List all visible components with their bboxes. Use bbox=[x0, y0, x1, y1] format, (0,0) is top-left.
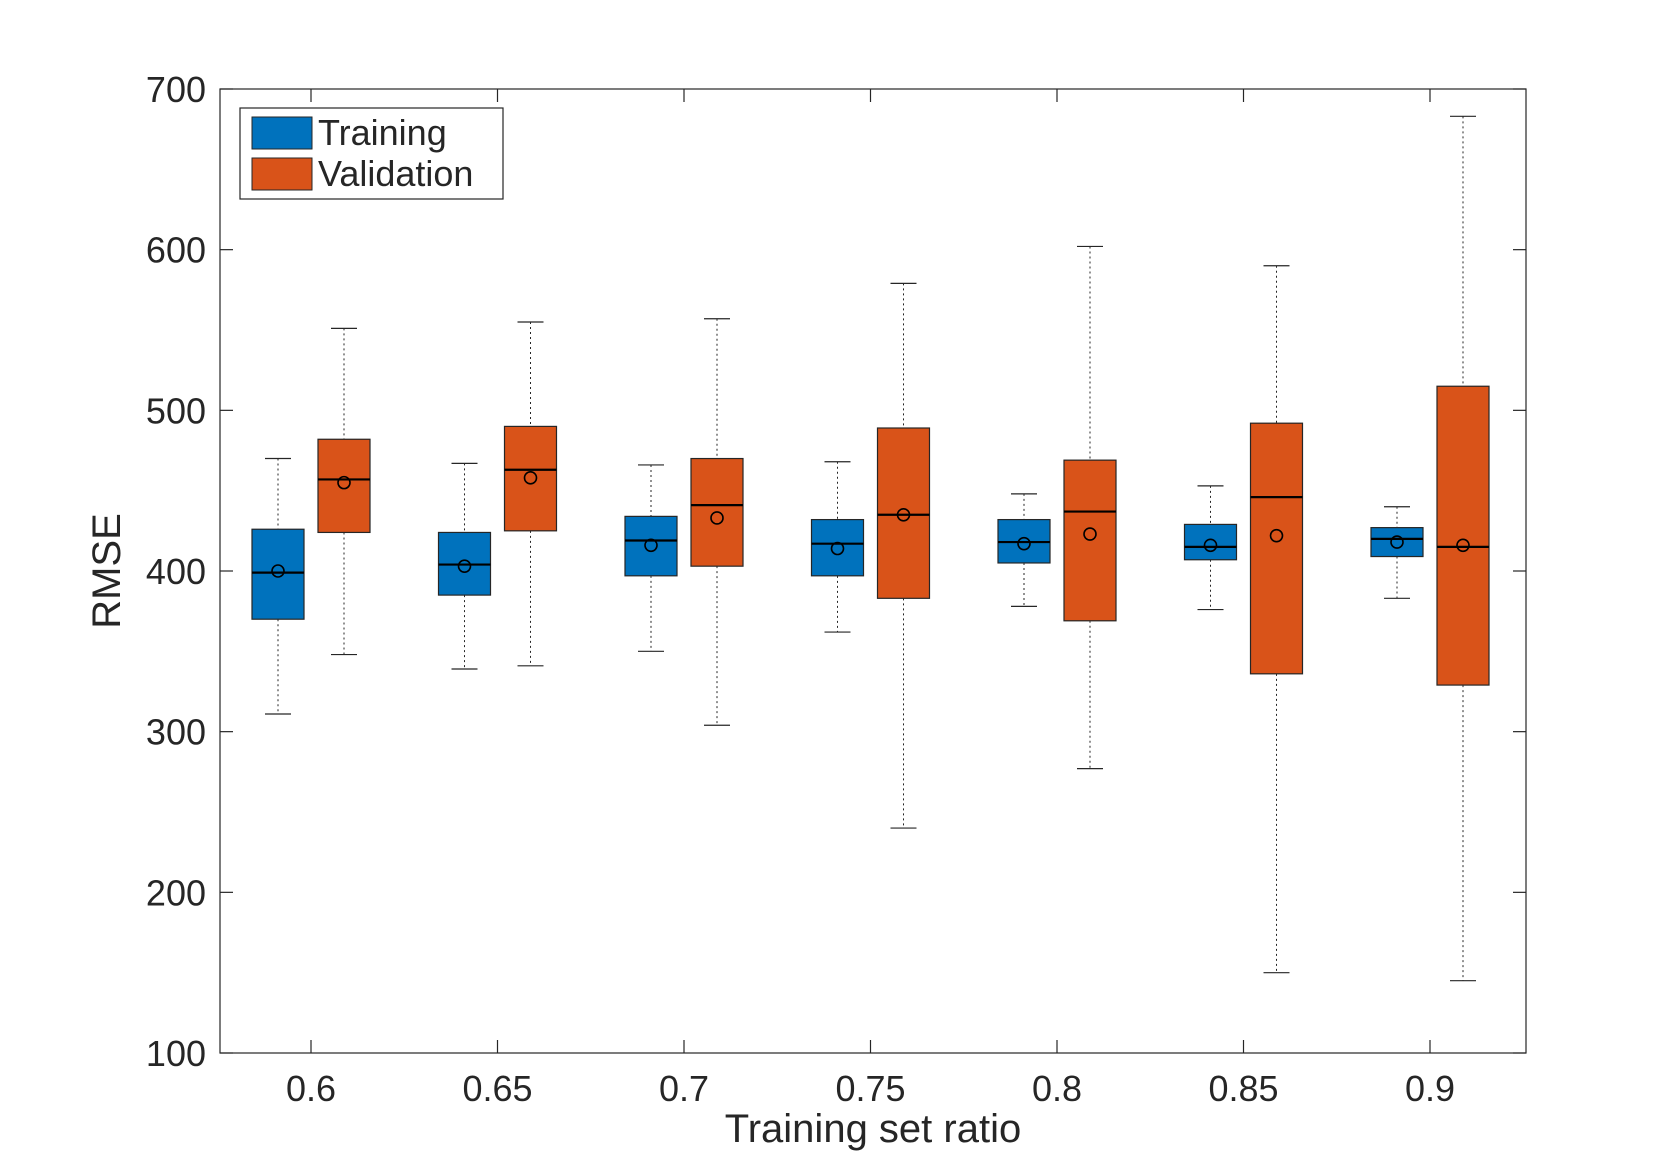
box-training-0.75 bbox=[810, 461, 865, 633]
x-axis-label: Training set ratio bbox=[725, 1107, 1021, 1151]
x-tick-label: 0.65 bbox=[462, 1068, 532, 1109]
x-tick-label: 0.6 bbox=[286, 1068, 336, 1109]
box-validation-0.8 bbox=[1063, 245, 1117, 770]
box-training-0.7 bbox=[624, 464, 678, 652]
box-body bbox=[503, 425, 558, 532]
box-body bbox=[1249, 422, 1304, 675]
mean-marker bbox=[1083, 527, 1097, 541]
box-training-0.8 bbox=[997, 493, 1051, 607]
box-validation-0.6 bbox=[317, 327, 371, 656]
mean-marker bbox=[710, 511, 724, 525]
mean-marker bbox=[1390, 535, 1404, 549]
box-validation-0.65 bbox=[503, 321, 558, 667]
mean-marker bbox=[271, 564, 285, 578]
plot-area bbox=[220, 89, 1526, 1053]
mean-marker bbox=[896, 507, 911, 522]
x-tick-label: 0.8 bbox=[1032, 1068, 1082, 1109]
box-validation-0.75 bbox=[876, 282, 931, 829]
plot-frame bbox=[219, 88, 1527, 1054]
y-tick-label: 400 bbox=[146, 551, 206, 592]
y-axis-label: RMSE bbox=[85, 513, 129, 629]
mean-marker bbox=[1269, 528, 1284, 543]
legend-label-training: Training bbox=[318, 112, 447, 153]
legend-swatch-training bbox=[251, 116, 313, 150]
box-body bbox=[624, 515, 678, 577]
mean-marker bbox=[644, 538, 658, 553]
x-tick-label: 0.85 bbox=[1208, 1068, 1278, 1109]
mean-marker bbox=[523, 471, 538, 485]
legend-swatch-validation bbox=[251, 157, 313, 191]
mean-marker bbox=[1456, 538, 1470, 553]
legend-label-validation: Validation bbox=[318, 153, 473, 194]
y-tick-label: 500 bbox=[146, 390, 206, 431]
box-body bbox=[876, 427, 931, 599]
y-tick-label: 600 bbox=[146, 230, 206, 271]
box-training-0.6 bbox=[251, 457, 305, 715]
x-tick-label: 0.75 bbox=[835, 1068, 905, 1109]
legend: Training Validation bbox=[239, 107, 504, 200]
x-tick-label: 0.7 bbox=[659, 1068, 709, 1109]
y-tick-label: 700 bbox=[146, 69, 206, 110]
box-training-0.85 bbox=[1183, 485, 1238, 611]
box-body bbox=[1436, 385, 1490, 686]
box-validation-0.7 bbox=[690, 318, 744, 726]
y-tick-label: 300 bbox=[146, 712, 206, 753]
mean-marker bbox=[1017, 536, 1031, 551]
box-validation-0.9 bbox=[1436, 115, 1490, 982]
mean-marker bbox=[337, 475, 351, 490]
x-tick-label: 0.9 bbox=[1405, 1068, 1455, 1109]
y-tick-label: 200 bbox=[146, 872, 206, 913]
box-series bbox=[251, 115, 1490, 982]
box-body bbox=[1370, 527, 1424, 558]
mean-marker bbox=[457, 559, 472, 573]
mean-marker bbox=[1203, 538, 1218, 553]
box-body bbox=[1183, 523, 1238, 561]
box-validation-0.85 bbox=[1249, 265, 1304, 974]
tick-labels: 100 200 300 400 500 600 700 0.6 0.65 0.7 0.75 0.8 0.… bbox=[146, 69, 1455, 1109]
box-training-0.9 bbox=[1370, 506, 1424, 599]
box-body bbox=[251, 528, 305, 620]
box-training-0.65 bbox=[437, 462, 492, 670]
box-body bbox=[810, 518, 865, 577]
box-body bbox=[317, 438, 371, 534]
y-tick-label: 100 bbox=[146, 1033, 206, 1074]
mean-marker bbox=[830, 541, 845, 556]
